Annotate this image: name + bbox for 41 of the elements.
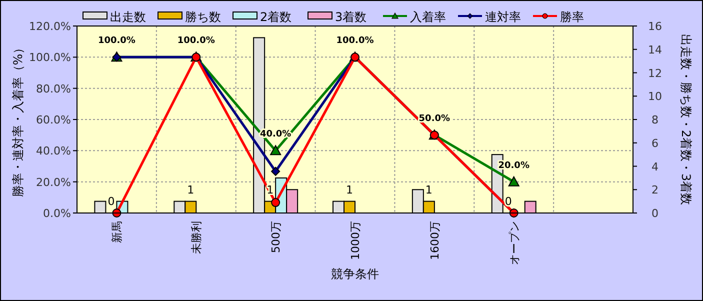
legend-label: 2着数 — [260, 10, 292, 24]
data-label: 100.0% — [336, 36, 374, 46]
legend-label: 連対率 — [485, 10, 521, 24]
y-tick-label: 120.0% — [29, 20, 71, 33]
y-tick-label: 20.0% — [36, 176, 71, 189]
data-label: 100.0% — [177, 36, 215, 46]
legend-label: 出走数 — [110, 10, 146, 24]
data-label: 1 — [425, 183, 432, 196]
y-tick-label: 80.0% — [36, 82, 71, 96]
x-tick-label: 1000万 — [349, 221, 362, 260]
x-tick-label: 新馬 — [110, 221, 124, 243]
y-axis-title: 勝率・連対率・入着率（%） — [11, 42, 25, 198]
y2-tick-label: 14 — [648, 43, 662, 56]
data-label: 1 — [346, 183, 353, 196]
x-tick-label: オープン — [508, 221, 521, 265]
y2-tick-label: 10 — [648, 90, 662, 104]
y2-tick-label: 2 — [652, 184, 658, 197]
legend-label: 入着率 — [410, 10, 446, 24]
data-label: 0 — [108, 195, 115, 208]
y-tick-label: 40.0% — [36, 144, 71, 158]
y2-tick-label: 16 — [648, 20, 662, 33]
x-tick-label: 1600万 — [428, 221, 442, 260]
y2-tick-label: 6 — [652, 136, 658, 150]
x-tick-label: 未勝利 — [190, 221, 204, 254]
y2-tick-label: 4 — [652, 160, 658, 174]
y-tick-label: 60.0% — [36, 114, 71, 126]
x-tick-label: 500万 — [270, 221, 283, 253]
data-label: 50.0% — [418, 114, 450, 124]
y2-tick-label: 0 — [652, 207, 658, 220]
y2-tick-label: 8 — [652, 114, 658, 126]
data-label: 1 — [187, 183, 194, 196]
legend-label: 3着数 — [335, 10, 367, 24]
y2-axis-title: 出走数・勝ち数・2着数・3着数 — [679, 34, 693, 206]
y2-tick-label: 12 — [648, 66, 662, 80]
legend-label: 勝ち数 — [185, 10, 221, 24]
y-tick-label: 100.0% — [29, 51, 71, 64]
x-axis-title: 競争条件 — [331, 267, 379, 281]
y-tick-label: 0.0% — [43, 207, 71, 220]
data-label: 100.0% — [98, 36, 136, 46]
data-label: 0 — [504, 195, 512, 208]
legend-label: 勝率 — [560, 10, 584, 24]
